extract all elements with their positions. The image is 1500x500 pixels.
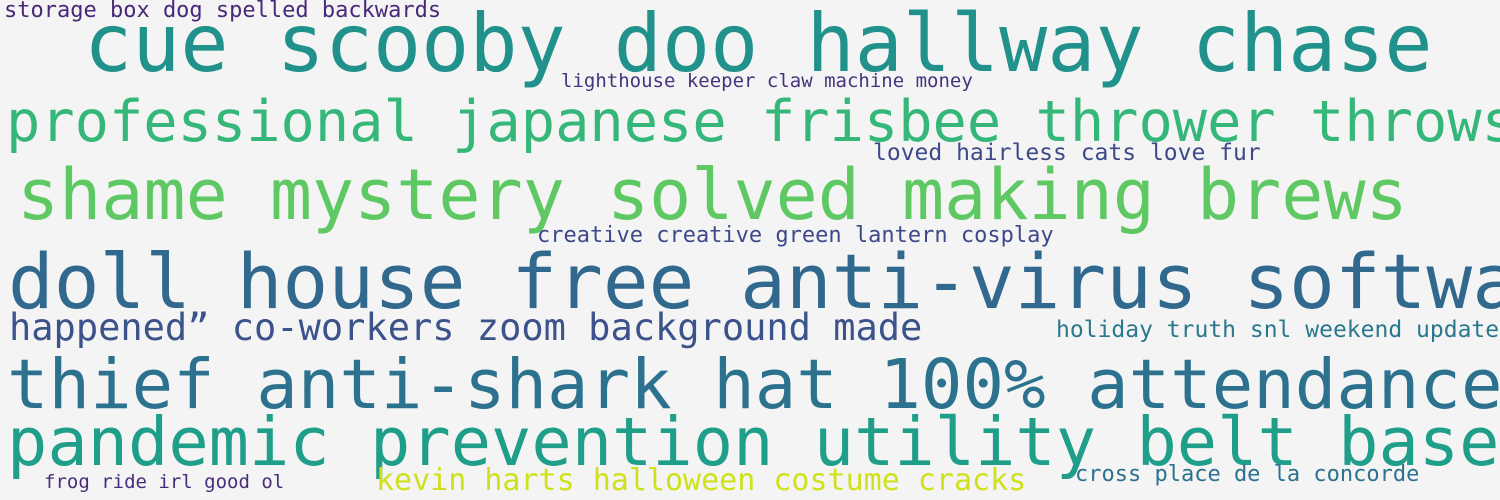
phrase-pandemic-prevention: pandemic prevention utility belt based bbox=[7, 403, 1500, 481]
phrase-lighthouse-keeper: lighthouse keeper claw machine money bbox=[561, 70, 973, 92]
phrase-cross-place: cross place de la concorde bbox=[1075, 462, 1420, 487]
phrase-cue-scooby-doo: cue scooby doo hallway chase bbox=[84, 0, 1433, 90]
phrase-thief-anti-shark: thief anti-shark hat 100% attendance bbox=[7, 345, 1500, 425]
phrase-holiday-truth: holiday truth snl weekend update bbox=[1056, 317, 1500, 343]
phrase-kevin-harts: kevin harts halloween costume cracks bbox=[376, 463, 1027, 498]
phrase-frog-ride: frog ride irl good ol bbox=[44, 471, 285, 493]
phrase-professional-frisbee: professional japanese frisbee thrower th… bbox=[6, 89, 1500, 155]
phrase-loved-hairless-cats: loved hairless cats love fur bbox=[873, 140, 1261, 166]
phrase-happened-zoom: happened” co-workers zoom background mad… bbox=[9, 306, 923, 349]
phrase-shame-mystery: shame mystery solved making brews bbox=[17, 154, 1408, 236]
phrase-storage-box: storage box dog spelled backwards bbox=[4, 0, 442, 23]
phrase-creative-lantern: creative creative green lantern cosplay bbox=[537, 223, 1054, 248]
phrase-doll-house: doll house free anti-virus software bbox=[8, 237, 1500, 326]
